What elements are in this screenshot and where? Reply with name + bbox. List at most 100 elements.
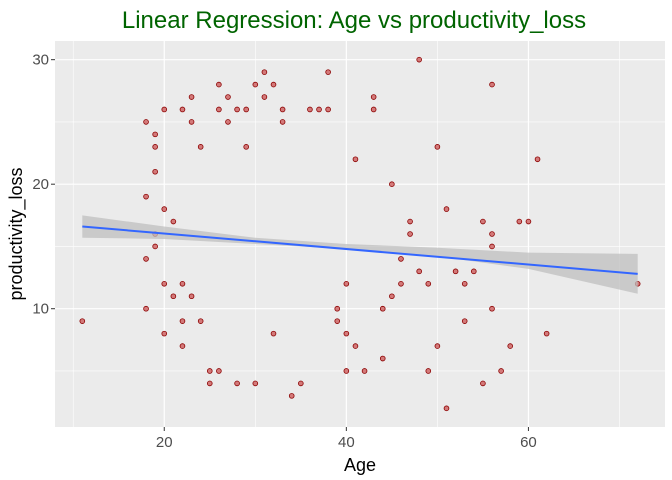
data-point [143,119,149,125]
y-axis-title: productivity_loss [6,167,27,300]
data-point [352,343,359,349]
data-point [79,318,86,324]
data-point [370,94,377,100]
data-point [261,69,268,75]
data-point [443,405,450,412]
data-point [398,256,404,262]
y-tick-label: 20 [32,176,49,193]
data-point [225,119,231,125]
x-tick-label: 20 [156,434,173,451]
data-point [143,305,149,312]
data-point [188,293,195,300]
data-point [516,218,523,225]
data-point [143,256,149,262]
data-point [389,293,395,300]
data-point [252,81,259,88]
data-point [161,330,168,337]
data-points [79,56,641,412]
data-point [407,218,413,225]
data-point [288,393,295,399]
data-point [389,181,395,187]
data-point [489,81,495,88]
data-point [252,380,259,387]
y-tick-label: 30 [32,52,49,69]
data-point [188,94,195,100]
data-point [225,94,231,100]
x-axis-title: Age [344,455,376,475]
data-point [216,368,222,374]
y-tick-label: 10 [32,301,49,318]
data-point [434,343,441,349]
chart-title: Linear Regression: Age vs productivity_l… [122,7,586,34]
data-point [170,293,177,300]
data-point [179,318,186,324]
data-point [152,168,158,175]
data-point [307,106,313,113]
x-tick-label: 40 [338,434,355,451]
data-point [325,69,331,75]
data-point [334,318,341,324]
data-point [170,218,177,225]
data-point [179,281,186,287]
data-point [425,281,432,287]
data-point [325,106,331,113]
data-point [434,144,441,150]
data-point [143,193,149,200]
data-point [152,131,158,138]
data-point [525,218,532,225]
data-point [379,305,386,312]
data-point [425,368,432,374]
data-point [234,380,240,387]
data-point [343,368,350,374]
confidence-band [82,215,638,294]
data-point [152,243,158,250]
data-point [416,268,422,275]
data-point [243,106,249,113]
data-point [343,330,350,337]
data-point [161,106,168,113]
data-point [343,281,350,287]
data-point [334,305,341,312]
x-axis-ticks: 20 40 60 [156,427,537,451]
data-point [443,206,450,212]
data-point [261,94,268,100]
data-point [398,281,404,287]
data-point [489,305,495,312]
data-point [243,144,249,150]
regression-line [82,225,638,275]
data-point [480,218,486,225]
data-point [498,368,504,374]
data-point [179,343,186,349]
data-point [161,206,168,212]
data-point [279,106,286,113]
grid-major [55,41,665,427]
data-point [480,380,486,387]
data-point [534,156,541,163]
data-point [471,268,477,275]
data-point [352,156,359,163]
data-point [197,318,204,324]
data-point [407,231,413,237]
data-point [416,56,422,63]
data-point [370,106,377,113]
data-point [543,330,550,337]
data-point [461,281,468,287]
data-point [461,318,468,324]
data-point [270,81,277,88]
data-point [206,368,213,374]
data-point [216,106,222,113]
data-point [152,144,158,150]
data-point [234,106,240,113]
data-point [489,243,495,250]
data-point [316,106,322,113]
data-point [188,119,195,125]
data-point [279,119,286,125]
data-point [161,281,168,287]
data-point [361,368,368,374]
data-point [379,355,386,362]
data-point [298,380,304,387]
data-point [179,106,186,113]
data-point [489,231,495,237]
data-point [216,81,222,88]
